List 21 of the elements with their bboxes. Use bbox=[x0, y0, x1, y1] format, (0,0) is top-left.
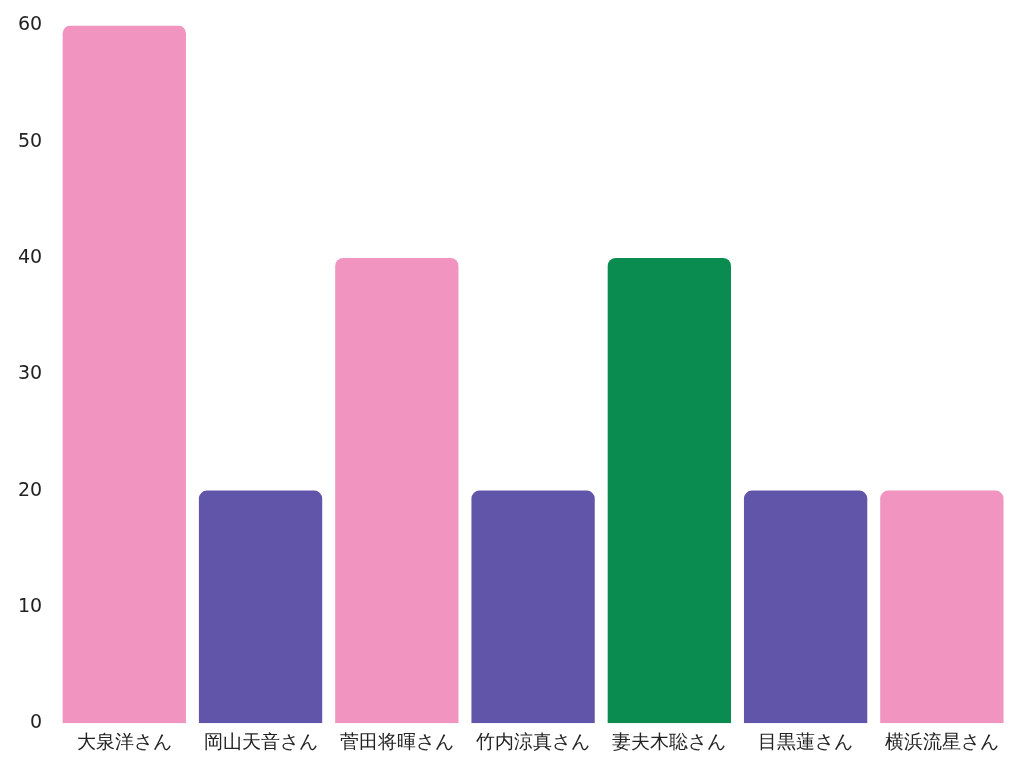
bar bbox=[335, 258, 459, 724]
bar bbox=[471, 490, 595, 724]
y-tick-label: 60 bbox=[17, 12, 43, 35]
x-tick-label: 岡山天音さん bbox=[203, 729, 318, 752]
x-tick-label: 菅田将暉さん bbox=[339, 729, 454, 752]
y-tick-label: 40 bbox=[17, 244, 43, 267]
x-tick-label: 目黒蓮さん bbox=[758, 729, 854, 752]
bar bbox=[743, 490, 868, 724]
y-tick-label: 0 bbox=[30, 710, 43, 733]
x-tick-label: 妻夫木聡さん bbox=[612, 729, 727, 752]
x-tick-label: 大泉洋さん bbox=[76, 729, 172, 752]
bar bbox=[880, 490, 1004, 724]
y-tick-label: 20 bbox=[17, 477, 43, 500]
bar bbox=[198, 490, 323, 724]
y-tick-label: 30 bbox=[17, 361, 43, 384]
x-tick-label: 横浜流星さん bbox=[884, 729, 999, 752]
y-tick-label: 10 bbox=[17, 593, 43, 616]
y-tick-label: 50 bbox=[17, 128, 43, 151]
x-tick-label: 竹内涼真さん bbox=[476, 729, 591, 752]
bar bbox=[62, 25, 186, 724]
bar bbox=[607, 258, 732, 724]
